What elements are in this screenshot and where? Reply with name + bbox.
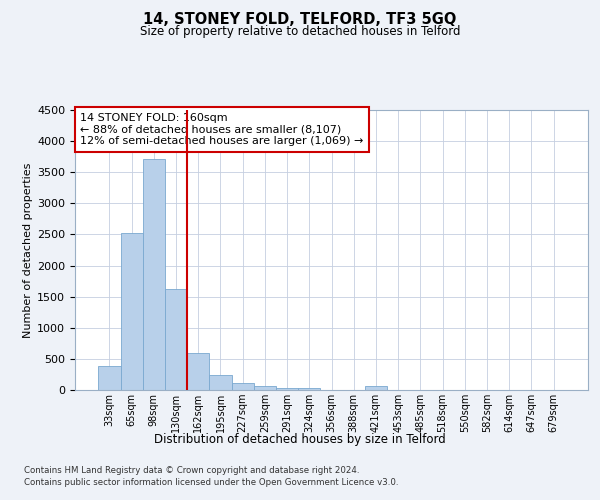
Bar: [143, 158, 165, 390]
Bar: [165, 288, 187, 390]
Text: Contains public sector information licensed under the Open Government Licence v3: Contains public sector information licen…: [24, 478, 398, 487]
Text: Size of property relative to detached houses in Telford: Size of property relative to detached ho…: [140, 25, 460, 38]
Y-axis label: Number of detached properties: Number of detached properties: [23, 162, 33, 338]
Bar: [232, 383, 254, 390]
Text: Distribution of detached houses by size in Telford: Distribution of detached houses by size …: [154, 432, 446, 446]
Bar: [121, 233, 143, 390]
Bar: [98, 366, 121, 390]
Text: 14 STONEY FOLD: 160sqm
← 88% of detached houses are smaller (8,107)
12% of semi-: 14 STONEY FOLD: 160sqm ← 88% of detached…: [80, 113, 364, 146]
Bar: [298, 388, 320, 390]
Text: Contains HM Land Registry data © Crown copyright and database right 2024.: Contains HM Land Registry data © Crown c…: [24, 466, 359, 475]
Text: 14, STONEY FOLD, TELFORD, TF3 5GQ: 14, STONEY FOLD, TELFORD, TF3 5GQ: [143, 12, 457, 28]
Bar: [187, 352, 209, 390]
Bar: [254, 386, 276, 390]
Bar: [276, 388, 298, 390]
Bar: [365, 386, 387, 390]
Bar: [209, 375, 232, 390]
